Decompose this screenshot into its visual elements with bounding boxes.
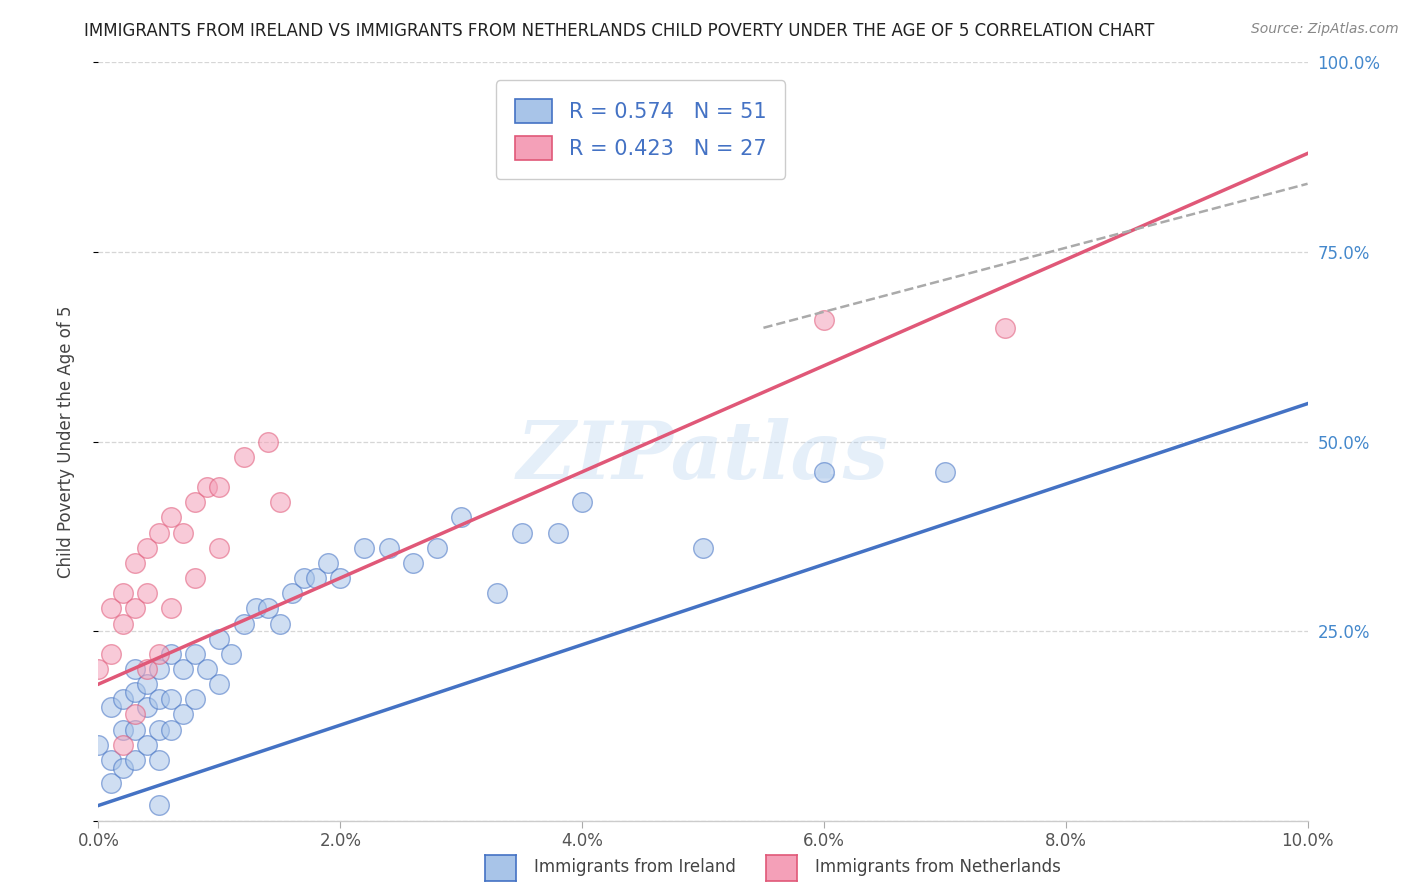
Text: Immigrants from Netherlands: Immigrants from Netherlands [815, 858, 1062, 876]
Point [208, 541, 231, 555]
Point [402, 556, 425, 570]
Point [111, 616, 134, 631]
Point [172, 707, 194, 722]
Point [148, 647, 170, 661]
Point [486, 586, 509, 600]
Text: ZIPatlas: ZIPatlas [517, 418, 889, 495]
Point [148, 798, 170, 813]
Point [195, 480, 218, 494]
Point [329, 571, 352, 585]
Point [160, 692, 183, 706]
Point [135, 677, 157, 691]
Legend: R = 0.574   N = 51, R = 0.423   N = 27: R = 0.574 N = 51, R = 0.423 N = 27 [496, 80, 785, 178]
Point [111, 692, 134, 706]
Point [148, 753, 170, 767]
Point [148, 692, 170, 706]
Point [994, 320, 1017, 334]
Point [160, 723, 183, 737]
Point [195, 662, 218, 676]
Point [172, 662, 194, 676]
Point [148, 525, 170, 540]
Point [172, 525, 194, 540]
Point [316, 556, 339, 570]
Point [87, 738, 110, 752]
Point [353, 541, 375, 555]
Text: IMMIGRANTS FROM IRELAND VS IMMIGRANTS FROM NETHERLANDS CHILD POVERTY UNDER THE A: IMMIGRANTS FROM IRELAND VS IMMIGRANTS FR… [84, 22, 1154, 40]
Point [160, 601, 183, 615]
Point [148, 662, 170, 676]
Point [100, 776, 122, 790]
Point [124, 707, 146, 722]
Point [245, 601, 267, 615]
Point [184, 647, 207, 661]
Point [813, 465, 835, 479]
Text: Immigrants from Ireland: Immigrants from Ireland [534, 858, 737, 876]
Point [450, 510, 472, 524]
Point [305, 571, 328, 585]
Point [124, 556, 146, 570]
Point [208, 632, 231, 646]
Point [111, 723, 134, 737]
Point [232, 450, 254, 464]
Point [184, 571, 207, 585]
Point [124, 723, 146, 737]
Point [135, 662, 157, 676]
Point [100, 601, 122, 615]
Y-axis label: Child Poverty Under the Age of 5: Child Poverty Under the Age of 5 [56, 305, 75, 578]
Point [111, 738, 134, 752]
Point [510, 525, 533, 540]
Point [292, 571, 315, 585]
Point [232, 616, 254, 631]
Point [135, 541, 157, 555]
Point [100, 753, 122, 767]
Point [100, 699, 122, 714]
Point [160, 647, 183, 661]
Point [934, 465, 956, 479]
Point [269, 495, 291, 509]
Point [87, 662, 110, 676]
Point [124, 662, 146, 676]
Point [256, 434, 278, 449]
Point [269, 616, 291, 631]
Point [426, 541, 449, 555]
Point [111, 586, 134, 600]
Point [184, 692, 207, 706]
Point [111, 760, 134, 774]
Point [256, 601, 278, 615]
Point [124, 601, 146, 615]
Point [208, 480, 231, 494]
Point [813, 313, 835, 327]
Point [221, 647, 243, 661]
Point [135, 699, 157, 714]
Point [135, 586, 157, 600]
Point [377, 541, 399, 555]
Point [571, 495, 593, 509]
Point [547, 525, 569, 540]
Point [124, 685, 146, 699]
Text: Source: ZipAtlas.com: Source: ZipAtlas.com [1251, 22, 1399, 37]
Point [281, 586, 304, 600]
Point [148, 723, 170, 737]
Point [184, 495, 207, 509]
Point [135, 738, 157, 752]
Point [124, 753, 146, 767]
Point [160, 510, 183, 524]
Point [692, 541, 714, 555]
Point [100, 647, 122, 661]
Point [208, 677, 231, 691]
